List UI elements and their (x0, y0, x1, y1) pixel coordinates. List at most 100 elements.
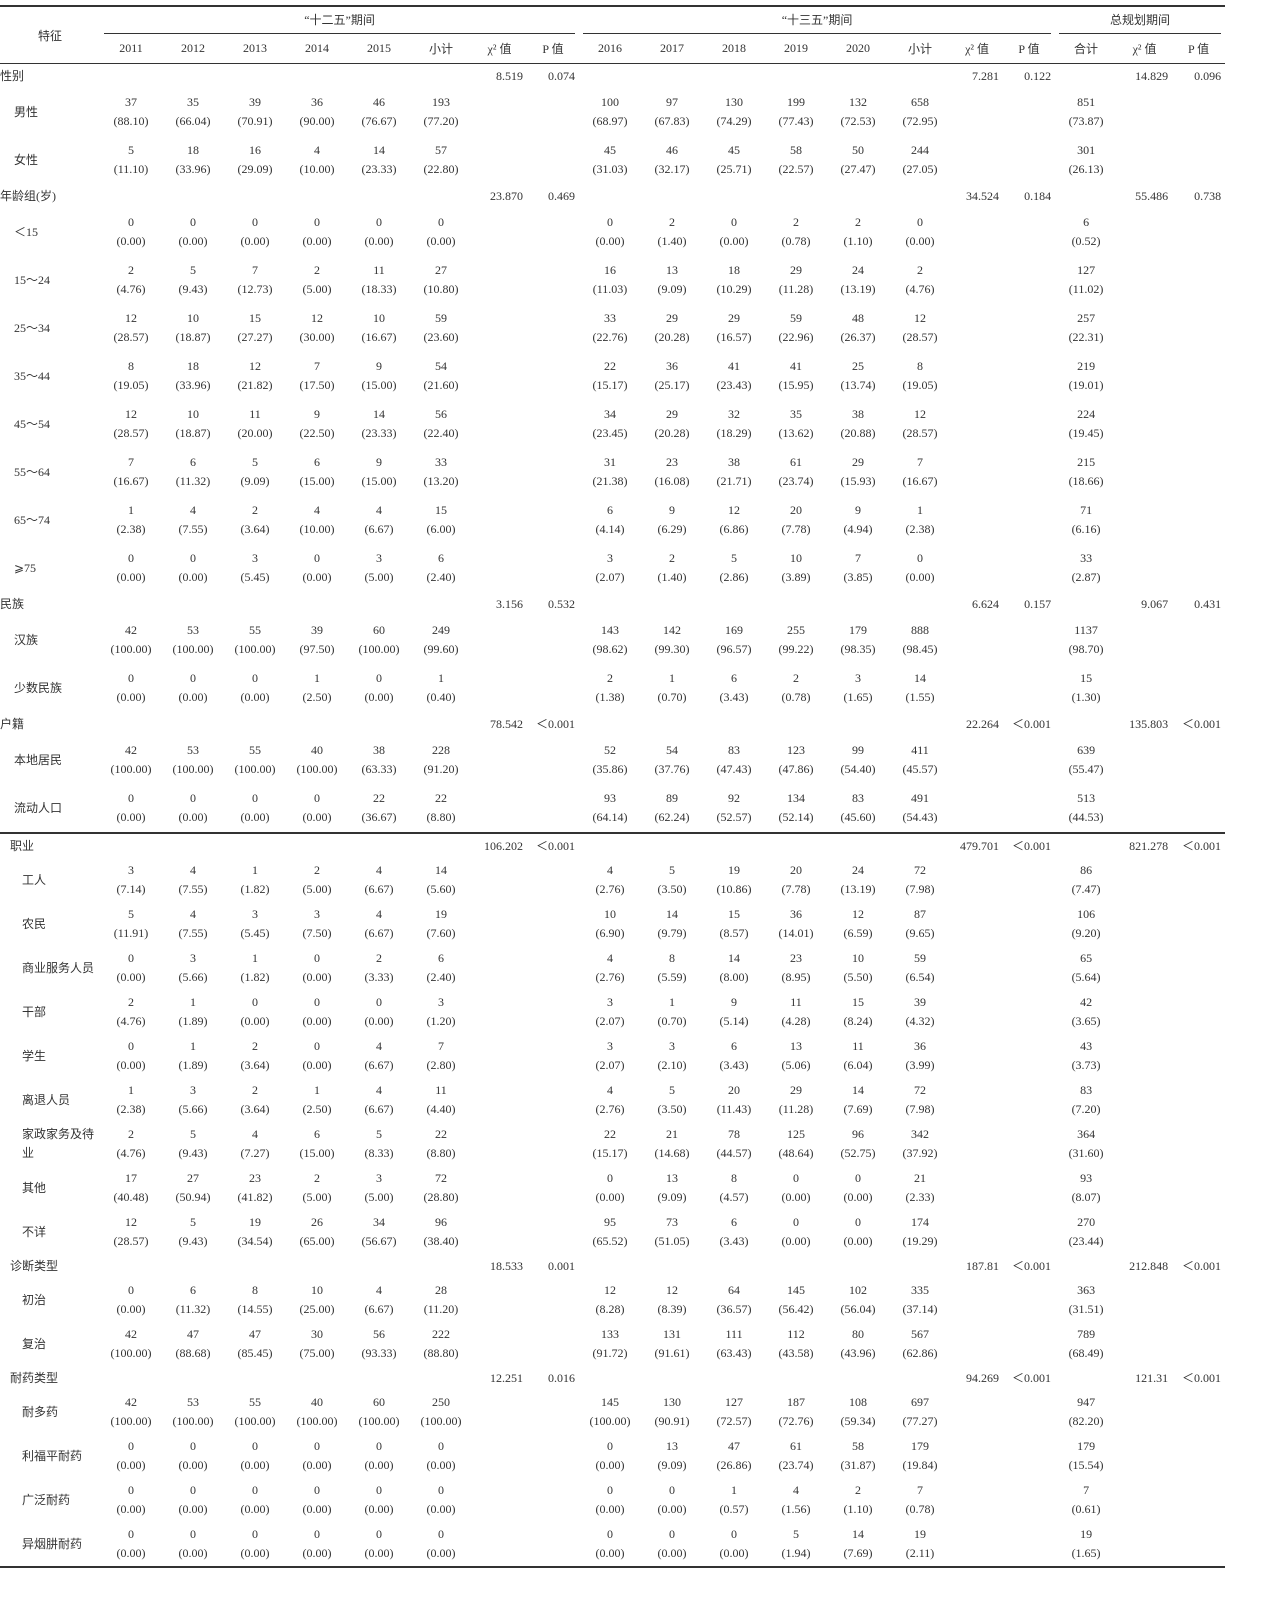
count-cell: 0 (0.00) (641, 1478, 703, 1522)
percent: (3.85) (843, 570, 873, 584)
empty-cell (1003, 136, 1055, 184)
percent: (65.52) (592, 1234, 628, 1248)
percent: (5.60) (426, 882, 456, 896)
percent: (52.14) (778, 810, 814, 824)
empty-cell (410, 64, 472, 89)
empty-cell (527, 448, 579, 496)
count: 1 (731, 1483, 738, 1497)
count: 33 (604, 311, 617, 325)
data-row: 65～74 1 (2.38) 4 (7.55) 2 (3.64) 4 (10.00) 4 (6.67… (0, 496, 1225, 544)
count: 23 (790, 951, 803, 965)
count-cell: 0 (0.00) (224, 990, 286, 1034)
count-cell: 187 (72.76) (765, 1390, 827, 1434)
empty-cell (951, 1034, 1003, 1078)
percent: (0.70) (657, 690, 687, 704)
count-cell: 0 (0.00) (286, 946, 348, 990)
count-cell: 0 (0.00) (286, 1478, 348, 1522)
percent: (7.98) (905, 1102, 935, 1116)
percent: (31.51) (1068, 1302, 1104, 1316)
count: 0 (128, 551, 134, 565)
empty-cell (1003, 1166, 1055, 1210)
count: 0 (607, 1483, 614, 1497)
count-cell: 0 (0.00) (100, 1522, 162, 1568)
count: 53 (187, 623, 199, 637)
percent: (22.50) (299, 426, 335, 440)
count: 21 (666, 1127, 679, 1141)
count: 4 (190, 863, 196, 877)
count: 42 (125, 743, 137, 757)
count: 1 (669, 995, 676, 1009)
count-cell: 42 (100.00) (100, 1322, 162, 1366)
count: 2 (252, 1083, 258, 1097)
table-body: 性别 8.519 0.074 7.281 0.122 14.829 0.096 男性 37 (88… (0, 64, 1226, 1568)
percent: (45.60) (840, 810, 876, 824)
column-header: 2016 (579, 34, 642, 64)
count-cell: 6 (3.43) (703, 1210, 765, 1254)
count-cell: 33 (13.20) (410, 448, 472, 496)
percent: (0.00) (240, 810, 270, 824)
count-cell: 4 (6.67) (348, 496, 410, 544)
count-cell: 11 (20.00) (224, 400, 286, 448)
count: 364 (1077, 1127, 1096, 1141)
empty-cell (1117, 208, 1172, 256)
row-label: 其他 (22, 1180, 47, 1195)
row-label: 汉族 (14, 632, 39, 647)
empty-cell (348, 1366, 410, 1390)
percent: (19.29) (902, 1234, 938, 1248)
empty-cell (951, 858, 1003, 902)
count-cell: 0 (0.00) (162, 1434, 224, 1478)
percent: (97.50) (299, 642, 335, 656)
count: 3 (438, 995, 444, 1009)
percent: (5.14) (719, 1014, 749, 1028)
count: 5 (731, 551, 738, 565)
percent: (5.50) (843, 970, 873, 984)
count: 15 (1080, 671, 1093, 685)
count-cell: 0 (0.00) (286, 990, 348, 1034)
percent: (2.76) (595, 1102, 625, 1116)
percent: (23.74) (778, 1458, 814, 1472)
count: 169 (725, 623, 744, 637)
percent: (7.60) (426, 926, 456, 940)
count: 14 (852, 1083, 865, 1097)
percent: (18.66) (1068, 474, 1104, 488)
count-cell: 28 (11.20) (410, 1278, 472, 1322)
statistic: 212.848 (1129, 1258, 1169, 1273)
count: 1 (252, 863, 258, 877)
count: 5 (128, 907, 134, 921)
empty-cell (472, 1210, 527, 1254)
count: 2 (376, 951, 382, 965)
empty-cell (1003, 1322, 1055, 1366)
count-cell: 4 (6.67) (348, 1034, 410, 1078)
count: 6 (731, 671, 738, 685)
count-cell: 29 (15.93) (827, 448, 889, 496)
count: 71 (1080, 503, 1093, 517)
empty-cell (1117, 1034, 1172, 1078)
statistic: 55.486 (1135, 188, 1169, 203)
count-cell: 1 (1.89) (162, 990, 224, 1034)
empty-cell (1117, 448, 1172, 496)
percent: (22.96) (778, 330, 814, 344)
percent: (66.04) (175, 114, 211, 128)
count-cell: 123 (47.86) (765, 736, 827, 784)
empty-cell (527, 784, 579, 833)
percent: (28.57) (902, 426, 938, 440)
count: 30 (311, 1327, 323, 1341)
count: 0 (128, 1483, 134, 1497)
percent: (77.43) (778, 114, 814, 128)
count: 363 (1077, 1283, 1096, 1297)
percent: (21.71) (716, 474, 752, 488)
count: 12 (604, 1283, 617, 1297)
percent: (55.47) (1068, 762, 1104, 776)
section-label: 耐药类型 (10, 1370, 59, 1385)
row-label: 25～34 (14, 320, 51, 335)
count-cell: 0 (0.00) (827, 1166, 889, 1210)
count: 12 (311, 311, 323, 325)
count-cell: 2 (3.64) (224, 496, 286, 544)
count-cell: 87 (9.65) (889, 902, 951, 946)
count: 33 (1080, 551, 1093, 565)
percent: (0.00) (178, 1458, 208, 1472)
empty-cell (527, 544, 579, 592)
count-cell: 10 (6.90) (579, 902, 641, 946)
empty-cell (100, 1254, 162, 1278)
count-cell: 193 (77.20) (410, 88, 472, 136)
